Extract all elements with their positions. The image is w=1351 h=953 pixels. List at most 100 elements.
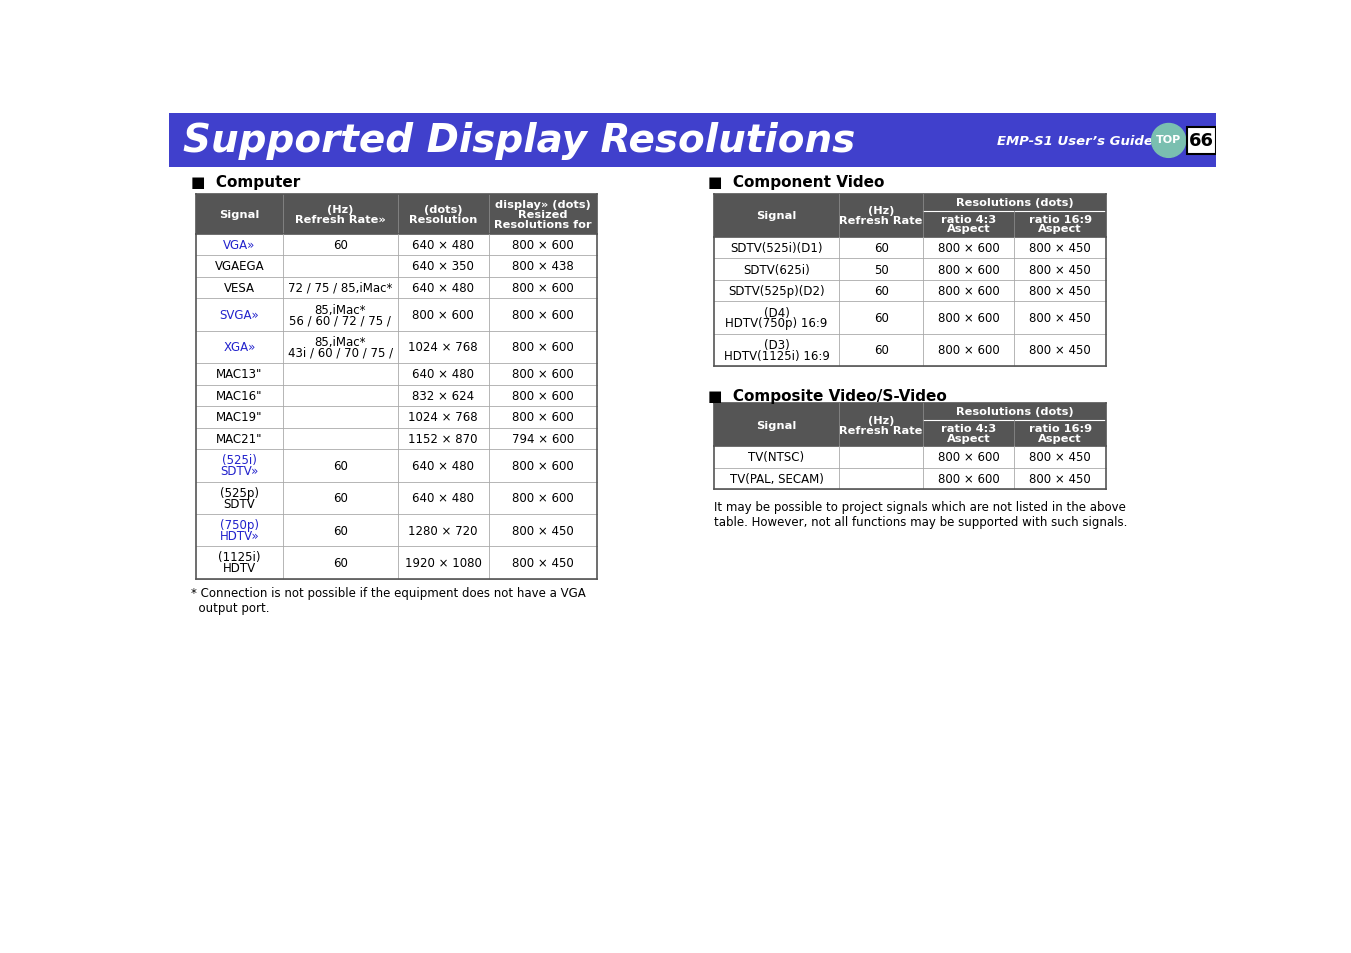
Text: 800 × 600: 800 × 600 xyxy=(512,238,574,252)
Text: 43i / 60 / 70 / 75 /: 43i / 60 / 70 / 75 / xyxy=(288,346,393,359)
Text: 640 × 480: 640 × 480 xyxy=(412,459,474,473)
Text: 640 × 480: 640 × 480 xyxy=(412,282,474,294)
Circle shape xyxy=(1151,124,1186,158)
Text: * Connection is not possible if the equipment does not have a VGA
  output port.: * Connection is not possible if the equi… xyxy=(190,587,585,615)
Text: 60: 60 xyxy=(332,238,347,252)
Text: 800 × 600: 800 × 600 xyxy=(938,285,1000,297)
Text: 56 / 60 / 72 / 75 /: 56 / 60 / 72 / 75 / xyxy=(289,314,390,327)
Text: 640 × 350: 640 × 350 xyxy=(412,260,474,274)
Text: VGAEGA: VGAEGA xyxy=(215,260,265,274)
Text: (Hz): (Hz) xyxy=(867,416,894,425)
Text: 60: 60 xyxy=(874,285,889,297)
Text: Supported Display Resolutions: Supported Display Resolutions xyxy=(182,122,855,160)
Text: 800 × 600: 800 × 600 xyxy=(512,309,574,321)
Text: 640 × 480: 640 × 480 xyxy=(412,492,474,505)
Text: MAC16": MAC16" xyxy=(216,390,262,402)
Text: 800 × 450: 800 × 450 xyxy=(1029,242,1092,254)
Text: MAC19": MAC19" xyxy=(216,411,262,424)
Text: 800 × 600: 800 × 600 xyxy=(512,368,574,381)
Text: 60: 60 xyxy=(332,492,347,505)
Text: 1024 × 768: 1024 × 768 xyxy=(408,341,478,354)
Text: 66: 66 xyxy=(1189,132,1213,151)
Text: VGA»: VGA» xyxy=(223,238,255,252)
Text: 800 × 600: 800 × 600 xyxy=(938,263,1000,276)
Text: Resized: Resized xyxy=(519,210,567,219)
Text: 1024 × 768: 1024 × 768 xyxy=(408,411,478,424)
Text: (dots): (dots) xyxy=(424,204,462,214)
Text: 794 × 600: 794 × 600 xyxy=(512,433,574,445)
Text: 85,iMac*: 85,iMac* xyxy=(315,303,366,316)
Text: 60: 60 xyxy=(332,557,347,569)
Text: Refresh Rate»: Refresh Rate» xyxy=(295,214,385,224)
Text: SDTV(625i): SDTV(625i) xyxy=(743,263,809,276)
Text: Signal: Signal xyxy=(757,420,797,430)
Text: (1125i): (1125i) xyxy=(218,551,261,564)
Text: (525p): (525p) xyxy=(220,486,259,499)
Text: TV(PAL, SECAM): TV(PAL, SECAM) xyxy=(730,473,823,485)
Text: (525i): (525i) xyxy=(222,454,257,467)
Text: It may be possible to project signals which are not listed in the above
table. H: It may be possible to project signals wh… xyxy=(713,500,1127,529)
Text: SVGA»: SVGA» xyxy=(219,309,259,321)
Text: (750p): (750p) xyxy=(220,518,259,532)
Text: 832 × 624: 832 × 624 xyxy=(412,390,474,402)
Text: Resolution: Resolution xyxy=(409,214,477,224)
Text: 60: 60 xyxy=(874,344,889,357)
Text: 800 × 450: 800 × 450 xyxy=(1029,285,1092,297)
FancyBboxPatch shape xyxy=(169,114,1216,168)
Text: ratio 16:9: ratio 16:9 xyxy=(1028,214,1092,225)
Text: 800 × 438: 800 × 438 xyxy=(512,260,574,274)
Text: 800 × 600: 800 × 600 xyxy=(938,242,1000,254)
Text: (Hz): (Hz) xyxy=(327,204,354,214)
Text: SDTV»: SDTV» xyxy=(220,465,258,477)
Text: 800 × 600: 800 × 600 xyxy=(938,451,1000,464)
Text: SDTV(525i)(D1): SDTV(525i)(D1) xyxy=(731,242,823,254)
Text: Aspect: Aspect xyxy=(947,224,990,234)
Text: 800 × 450: 800 × 450 xyxy=(1029,263,1092,276)
Text: 800 × 600: 800 × 600 xyxy=(938,344,1000,357)
Text: (D3): (D3) xyxy=(763,338,789,352)
Text: TV(NTSC): TV(NTSC) xyxy=(748,451,805,464)
Text: SDTV: SDTV xyxy=(223,497,255,510)
FancyBboxPatch shape xyxy=(196,194,597,234)
Text: ■  Computer: ■ Computer xyxy=(190,175,300,190)
Text: 640 × 480: 640 × 480 xyxy=(412,368,474,381)
Text: 800 × 450: 800 × 450 xyxy=(512,557,574,569)
Text: 60: 60 xyxy=(332,459,347,473)
Text: 800 × 450: 800 × 450 xyxy=(1029,473,1092,485)
Text: 800 × 600: 800 × 600 xyxy=(938,473,1000,485)
Text: 800 × 600: 800 × 600 xyxy=(512,411,574,424)
Text: 800 × 600: 800 × 600 xyxy=(512,459,574,473)
Text: EMP-S1 User’s Guide: EMP-S1 User’s Guide xyxy=(997,134,1152,148)
Text: Aspect: Aspect xyxy=(947,434,990,443)
Text: (Hz): (Hz) xyxy=(867,206,894,216)
Text: ratio 4:3: ratio 4:3 xyxy=(942,424,996,434)
Text: Signal: Signal xyxy=(219,210,259,219)
Text: 640 × 480: 640 × 480 xyxy=(412,238,474,252)
Text: Resolutions for: Resolutions for xyxy=(494,219,592,230)
Text: 800 × 600: 800 × 600 xyxy=(512,282,574,294)
Text: HDTV: HDTV xyxy=(223,561,255,575)
Text: HDTV(1125i) 16:9: HDTV(1125i) 16:9 xyxy=(724,350,830,362)
Text: MAC13": MAC13" xyxy=(216,368,262,381)
Text: ■  Component Video: ■ Component Video xyxy=(708,175,884,190)
Text: 800 × 600: 800 × 600 xyxy=(512,341,574,354)
Text: 50: 50 xyxy=(874,263,889,276)
Text: HDTV(750p) 16:9: HDTV(750p) 16:9 xyxy=(725,317,828,330)
Text: HDTV»: HDTV» xyxy=(219,529,259,542)
Text: ratio 16:9: ratio 16:9 xyxy=(1028,424,1092,434)
Text: 72 / 75 / 85,iMac*: 72 / 75 / 85,iMac* xyxy=(288,282,392,294)
FancyBboxPatch shape xyxy=(713,403,1106,447)
Text: 60: 60 xyxy=(874,312,889,325)
Text: 1920 × 1080: 1920 × 1080 xyxy=(405,557,482,569)
Text: 1152 × 870: 1152 × 870 xyxy=(408,433,478,445)
Text: MAC21": MAC21" xyxy=(216,433,262,445)
Text: VESA: VESA xyxy=(224,282,255,294)
Text: 800 × 450: 800 × 450 xyxy=(512,524,574,537)
Text: 1280 × 720: 1280 × 720 xyxy=(408,524,478,537)
Text: 800 × 450: 800 × 450 xyxy=(1029,312,1092,325)
Text: XGA»: XGA» xyxy=(223,341,255,354)
Text: Resolutions (dots): Resolutions (dots) xyxy=(955,198,1073,208)
Text: Refresh Rate: Refresh Rate xyxy=(839,216,923,226)
Text: 800 × 450: 800 × 450 xyxy=(1029,344,1092,357)
Text: Aspect: Aspect xyxy=(1039,434,1082,443)
